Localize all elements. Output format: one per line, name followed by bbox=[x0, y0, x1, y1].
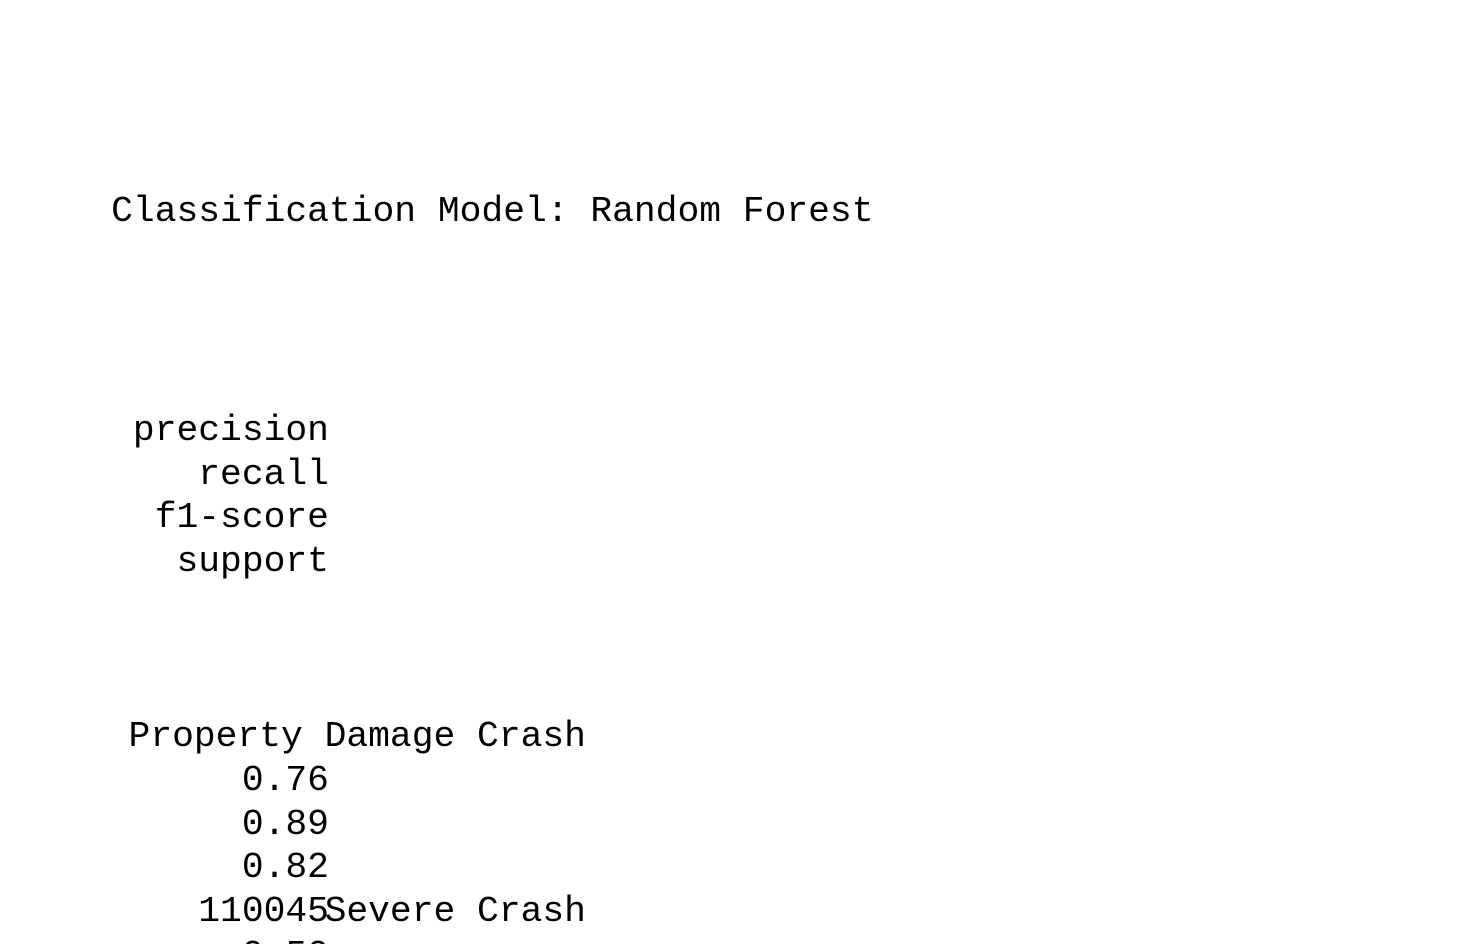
header-row: precision recall f1-score support bbox=[24, 321, 874, 582]
report-title: Classification Model: Random Forest bbox=[111, 191, 874, 232]
row-precision: 0.50 bbox=[111, 934, 329, 944]
row-recall: 0.89 bbox=[241, 803, 329, 845]
row-label: Property Damage Crash bbox=[128, 716, 586, 757]
table-row: Property Damage Crash 0.76 0.89 0.82 110… bbox=[24, 671, 874, 932]
classification-report: Classification Model: Random Forest prec… bbox=[24, 15, 874, 944]
header-recall: recall bbox=[198, 453, 329, 495]
header-precision: precision bbox=[132, 409, 329, 451]
header-support: support bbox=[176, 541, 329, 582]
header-f1-score: f1-score bbox=[154, 497, 329, 539]
row-precision: 0.76 bbox=[241, 759, 329, 801]
row-label: Severe Crash bbox=[324, 891, 586, 932]
report-title-line: Classification Model: Random Forest bbox=[24, 146, 873, 232]
row-f1-score: 0.82 bbox=[241, 847, 329, 889]
